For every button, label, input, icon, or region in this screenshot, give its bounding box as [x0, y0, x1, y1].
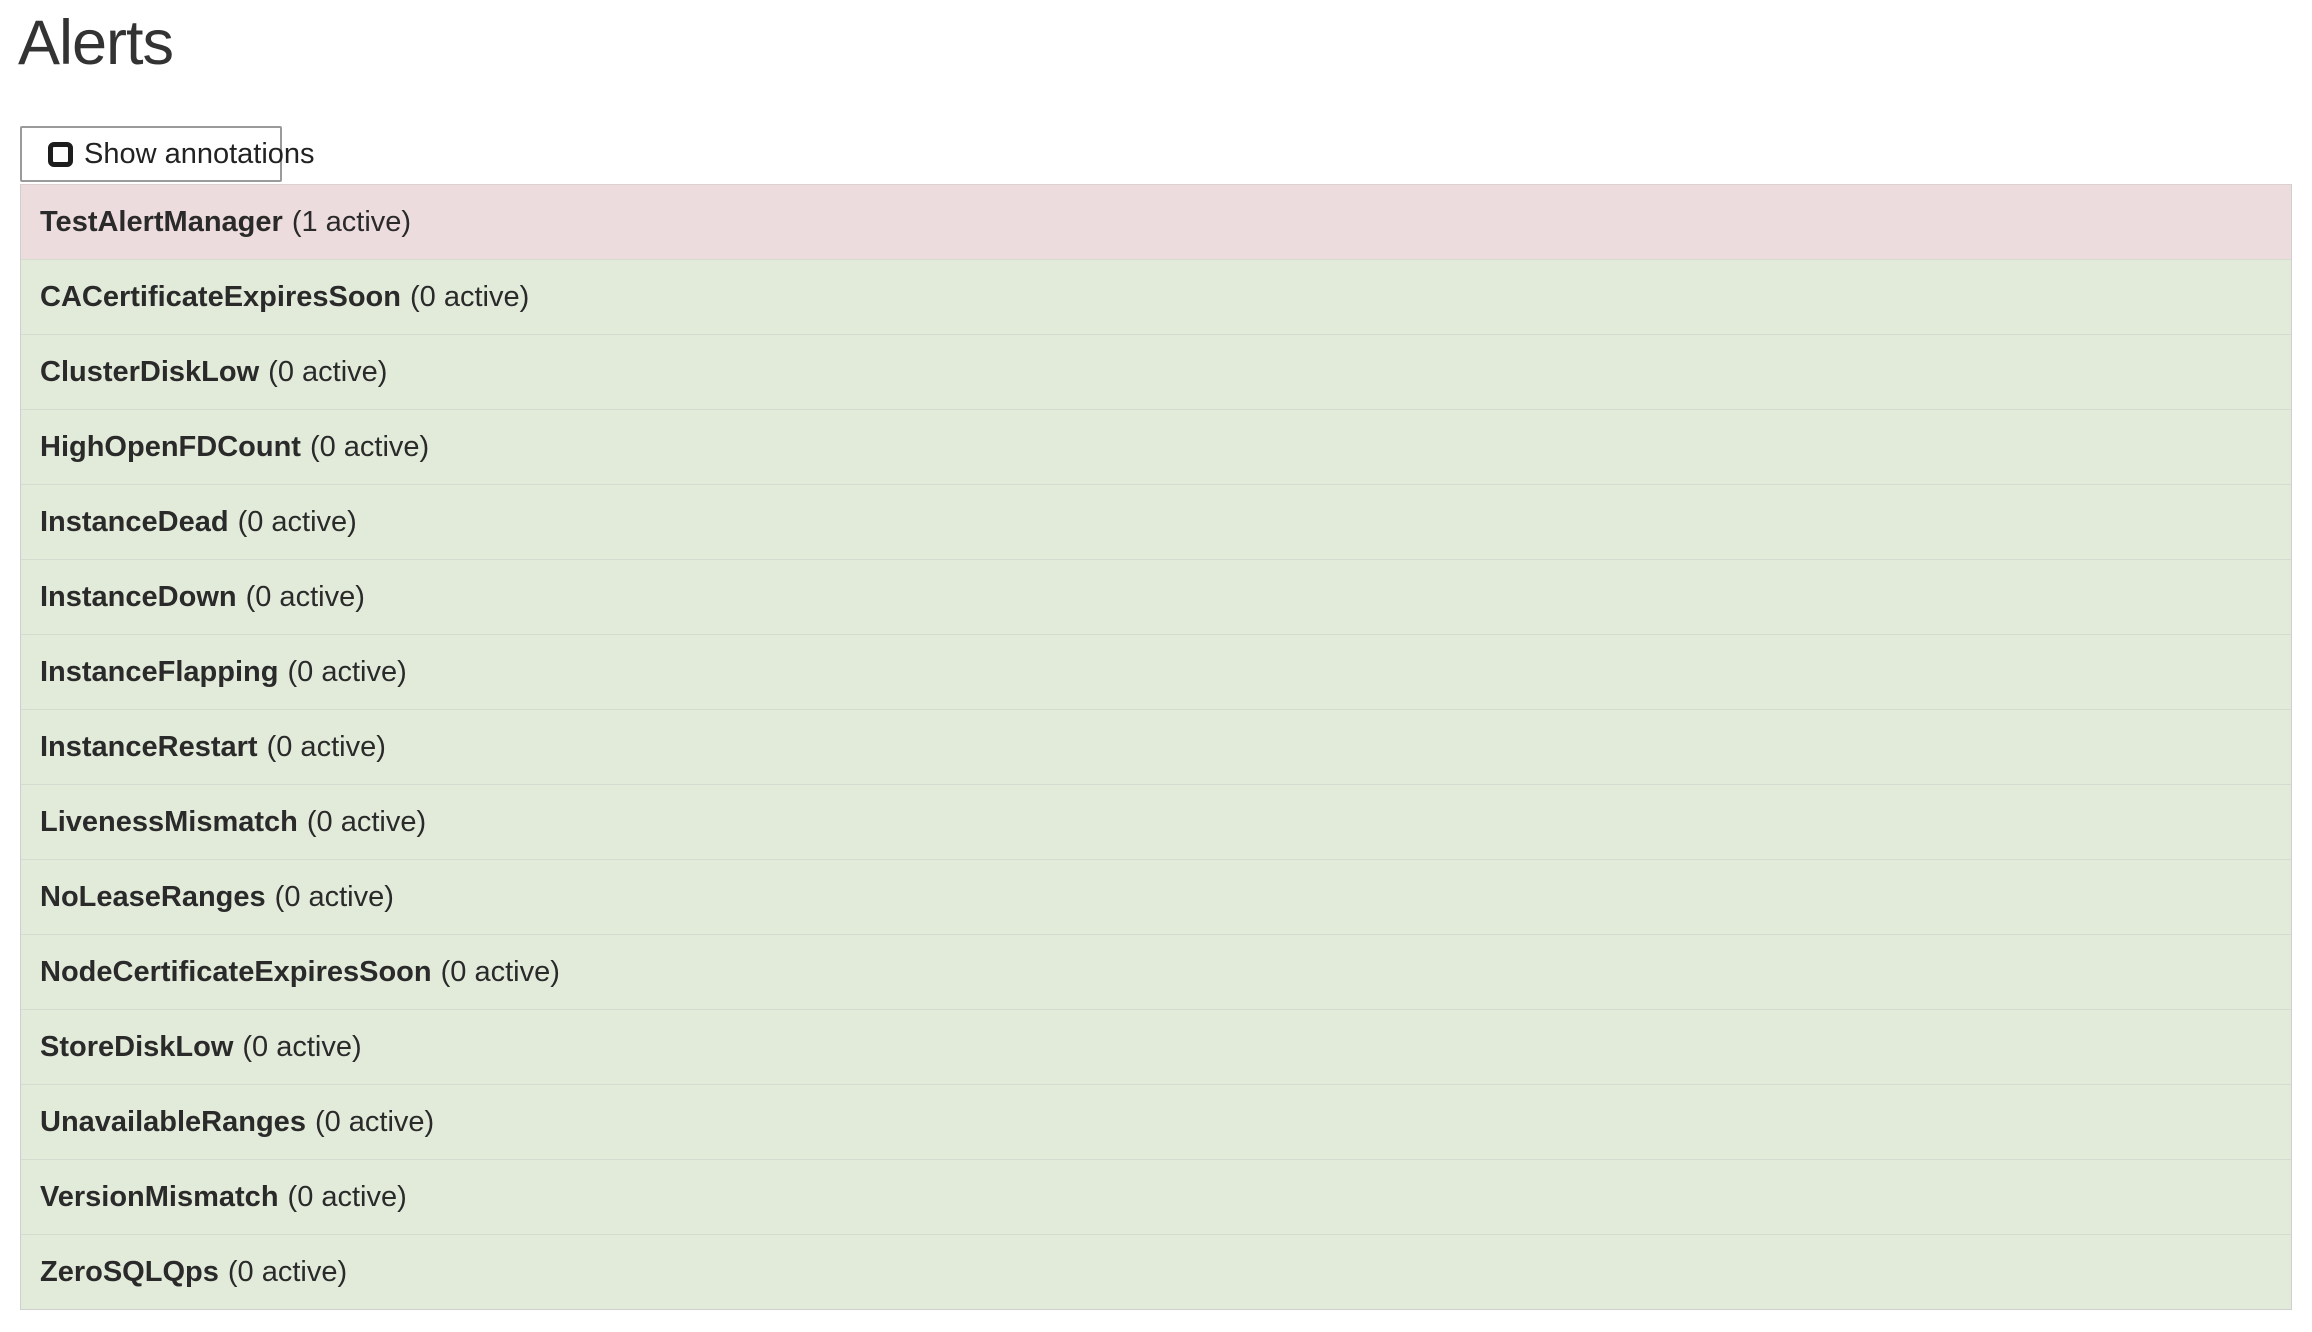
alert-name: InstanceFlapping — [40, 656, 279, 688]
alert-row[interactable]: CACertificateExpiresSoon (0 active) — [21, 259, 2291, 334]
alert-name: InstanceRestart — [40, 731, 258, 763]
alert-name: UnavailableRanges — [40, 1106, 306, 1138]
alert-active-count: (0 active) — [287, 656, 407, 688]
alert-row[interactable]: InstanceRestart (0 active) — [21, 709, 2291, 784]
alert-active-count: (0 active) — [306, 806, 427, 838]
alert-name: CACertificateExpiresSoon — [40, 281, 401, 313]
alert-active-count: (0 active) — [309, 431, 430, 463]
alert-active-count: (0 active) — [274, 881, 394, 913]
alert-active-count: (0 active) — [410, 281, 530, 313]
alert-name: VersionMismatch — [40, 1181, 279, 1213]
alert-active-count: (0 active) — [440, 956, 560, 988]
alert-name: InstanceDead — [40, 506, 229, 538]
alert-name: NoLeaseRanges — [40, 881, 266, 913]
alert-active-count: (0 active) — [287, 1181, 407, 1213]
alert-active-count: (0 active) — [237, 506, 357, 538]
alert-row[interactable]: ZeroSQLQps (0 active) — [21, 1234, 2291, 1309]
alert-active-count: (1 active) — [291, 206, 412, 238]
alert-row[interactable]: InstanceDown (0 active) — [21, 559, 2291, 634]
alert-name: NodeCertificateExpiresSoon — [40, 956, 432, 988]
alert-row[interactable]: ClusterDiskLow (0 active) — [21, 334, 2291, 409]
alert-name: HighOpenFDCount — [40, 431, 301, 463]
alert-row[interactable]: HighOpenFDCount (0 active) — [21, 409, 2291, 484]
alert-active-count: (0 active) — [242, 1031, 362, 1063]
alert-name: InstanceDown — [40, 581, 237, 613]
alert-active-count: (0 active) — [245, 581, 365, 613]
alert-row[interactable]: NoLeaseRanges (0 active) — [21, 859, 2291, 934]
alert-row[interactable]: StoreDiskLow (0 active) — [21, 1009, 2291, 1084]
alert-name: ZeroSQLQps — [40, 1256, 219, 1288]
show-annotations-toggle[interactable]: Show annotations — [20, 126, 315, 182]
alert-row[interactable]: LivenessMismatch (0 active) — [21, 784, 2291, 859]
show-annotations-label: Show annotations — [84, 137, 315, 170]
alert-name: TestAlertManager — [40, 206, 283, 238]
page-title: Alerts — [18, 8, 174, 78]
alert-row[interactable]: NodeCertificateExpiresSoon (0 active) — [21, 934, 2291, 1009]
alert-name: StoreDiskLow — [40, 1031, 234, 1063]
alert-row[interactable]: InstanceDead (0 active) — [21, 484, 2291, 559]
alert-active-count: (0 active) — [266, 731, 386, 763]
alert-active-count: (0 active) — [227, 1256, 348, 1288]
alert-name: LivenessMismatch — [40, 806, 298, 838]
unchecked-square-icon[interactable] — [48, 141, 73, 167]
alert-row[interactable]: VersionMismatch (0 active) — [21, 1159, 2291, 1234]
alert-active-count: (0 active) — [314, 1106, 435, 1138]
alert-row[interactable]: InstanceFlapping (0 active) — [21, 634, 2291, 709]
alert-active-count: (0 active) — [268, 356, 388, 388]
alert-row[interactable]: UnavailableRanges (0 active) — [21, 1084, 2291, 1159]
alert-name: ClusterDiskLow — [40, 356, 260, 388]
alerts-list: TestAlertManager (1 active) CACertificateE… — [20, 184, 2292, 1310]
alert-row[interactable]: TestAlertManager (1 active) — [21, 184, 2291, 259]
